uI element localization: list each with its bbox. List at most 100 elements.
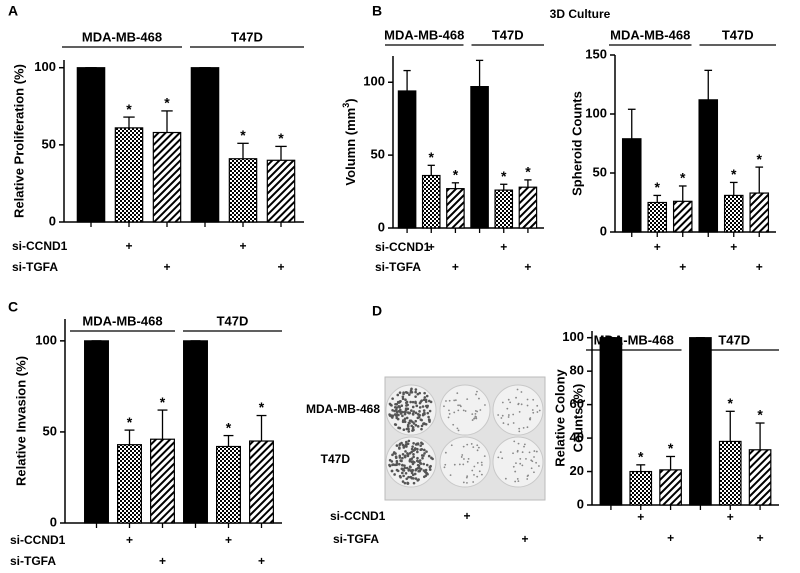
y-axis-label: Relative Proliferation (%) (11, 64, 26, 218)
colony (419, 400, 423, 403)
bar (150, 438, 175, 524)
colony (395, 444, 399, 447)
colony (419, 448, 422, 452)
colony (404, 398, 407, 402)
treatment-label: si-TGFA (333, 532, 379, 546)
significance-mark: * (731, 166, 737, 182)
colony (517, 402, 520, 405)
colony (528, 451, 531, 454)
colony (426, 472, 429, 476)
colony (517, 480, 520, 483)
significance-mark: * (728, 395, 734, 411)
colony (457, 429, 460, 432)
y-tick-label: 50 (43, 423, 57, 438)
y-tick-label: 0 (49, 213, 56, 228)
colony (402, 391, 405, 394)
group-label: MDA-MB-468 (82, 29, 162, 44)
colony (466, 475, 469, 478)
colony (403, 455, 407, 458)
colony (518, 410, 521, 413)
colony (409, 419, 413, 423)
bar (698, 99, 719, 233)
colony (476, 390, 478, 393)
colony (418, 459, 422, 462)
colony (448, 409, 450, 412)
figure-title: 3D Culture (550, 7, 611, 21)
colony (413, 472, 417, 476)
colony (394, 456, 398, 460)
colony (395, 459, 399, 463)
colony (422, 409, 426, 412)
row-mark: + (654, 240, 661, 254)
colony (525, 458, 527, 460)
colony (401, 443, 405, 447)
bar (494, 189, 514, 229)
group-label: T47D (492, 27, 524, 42)
colony (526, 478, 529, 480)
colony (403, 464, 406, 467)
colony (416, 425, 420, 428)
y-axis-label: Counts (%) (570, 384, 585, 453)
row-mark: + (679, 260, 686, 274)
colony (416, 466, 420, 470)
colony (388, 413, 391, 416)
row-mark: + (277, 260, 284, 274)
panel-label: B (372, 3, 382, 19)
row-mark: + (667, 531, 674, 545)
colony (471, 469, 474, 472)
colony (427, 418, 431, 421)
colony (421, 405, 425, 408)
colony (404, 472, 408, 475)
group-label: MDA-MB-468 (384, 27, 464, 42)
colony (483, 455, 486, 458)
row-mark: + (524, 260, 531, 274)
colony (461, 454, 464, 456)
well (439, 384, 491, 436)
colony (407, 439, 411, 443)
colony (475, 417, 478, 420)
colony (476, 462, 479, 464)
colony (427, 415, 430, 419)
colony (402, 474, 405, 478)
row-mark: + (637, 510, 644, 524)
row-label: si-CCND1 (12, 239, 68, 253)
colony (462, 481, 465, 484)
colony (391, 397, 394, 400)
colony (395, 468, 399, 472)
colony (459, 405, 462, 408)
colony (443, 405, 445, 408)
colony (443, 466, 446, 469)
colony (406, 425, 410, 428)
colony (454, 399, 457, 402)
colony (398, 406, 401, 409)
colony (400, 404, 404, 407)
colony (423, 452, 426, 455)
colony (415, 459, 419, 463)
colony (401, 456, 404, 460)
colony (407, 427, 410, 431)
colony (397, 410, 401, 413)
significance-mark: * (525, 164, 531, 180)
colony (422, 398, 426, 402)
colony (402, 428, 406, 432)
colony (401, 395, 405, 399)
significance-mark: * (680, 170, 686, 186)
bar (190, 67, 220, 223)
bar (659, 469, 682, 506)
colony (533, 456, 535, 458)
colony (418, 406, 422, 409)
colony (414, 400, 417, 404)
colony (463, 458, 465, 460)
colony (530, 467, 533, 470)
bar (749, 192, 770, 233)
bar (76, 67, 106, 223)
colony (412, 410, 416, 413)
colony (403, 411, 407, 414)
colony (392, 463, 395, 466)
colony (405, 400, 409, 404)
colony (425, 394, 429, 398)
group-label: T47D (718, 332, 750, 347)
colony (514, 470, 517, 473)
colony (398, 391, 402, 394)
colony (472, 446, 475, 448)
